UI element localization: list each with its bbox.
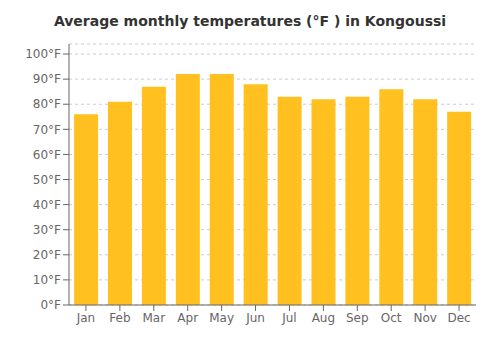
svg-text:90°F: 90°F [33,72,61,86]
svg-text:Oct: Oct [381,311,402,325]
svg-text:Jul: Jul [281,311,296,325]
svg-text:70°F: 70°F [33,123,61,137]
svg-text:10°F: 10°F [33,273,61,287]
svg-text:20°F: 20°F [33,248,61,262]
html-text:Average monthly temperatures (: Average monthly temperatures (°F ) in Ko… [53,13,447,29]
svg-text:Nov: Nov [413,311,436,325]
svg-text:Jun: Jun [245,311,265,325]
svg-text:Dec: Dec [447,311,470,325]
svg-text:Feb: Feb [109,311,130,325]
svg-text:Sep: Sep [346,311,369,325]
svg-text:50°F: 50°F [33,173,61,187]
svg-text:Apr: Apr [177,311,198,325]
svg-text:Mar: Mar [142,311,165,325]
svg-text:60°F: 60°F [33,148,61,162]
svg-text:May: May [209,311,234,325]
svg-text:80°F: 80°F [33,97,61,111]
svg-text:100°F: 100°F [25,47,61,61]
svg-text:0°F: 0°F [40,298,61,312]
svg-text:30°F: 30°F [33,223,61,237]
svg-text:Aug: Aug [312,311,335,325]
svg-text:40°F: 40°F [33,198,61,212]
svg-text:Jan: Jan [76,311,96,325]
